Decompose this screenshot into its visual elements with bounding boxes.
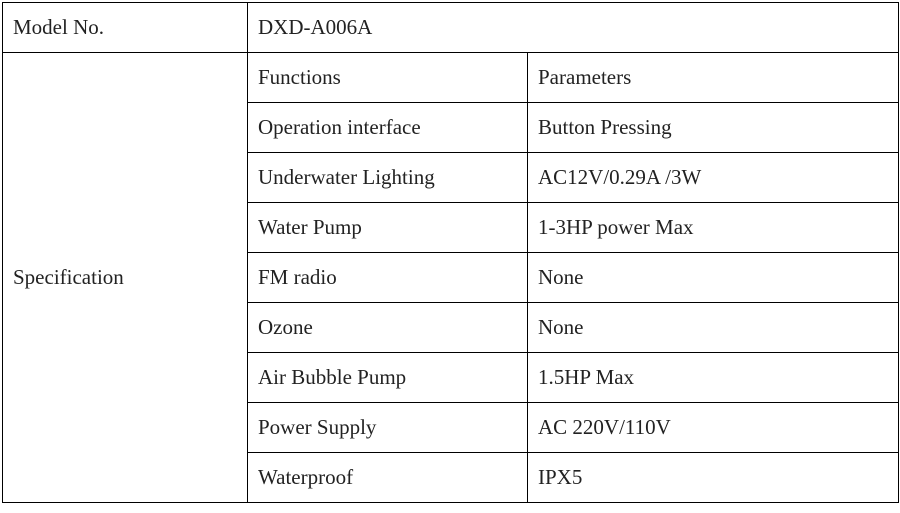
model-value: DXD-A006A — [248, 3, 899, 53]
parameter-cell: None — [528, 303, 899, 353]
function-cell: Ozone — [248, 303, 528, 353]
function-cell: Operation interface — [248, 103, 528, 153]
specification-table: Model No. DXD-A006A Specification Functi… — [2, 2, 899, 503]
parameter-cell: AC 220V/110V — [528, 403, 899, 453]
parameter-cell: Button Pressing — [528, 103, 899, 153]
functions-header: Functions — [248, 53, 528, 103]
parameter-cell: 1.5HP Max — [528, 353, 899, 403]
model-label: Model No. — [3, 3, 248, 53]
spec-header-row: Specification Functions Parameters — [3, 53, 899, 103]
parameters-header: Parameters — [528, 53, 899, 103]
function-cell: Underwater Lighting — [248, 153, 528, 203]
parameter-cell: 1-3HP power Max — [528, 203, 899, 253]
specification-label: Specification — [3, 53, 248, 503]
function-cell: Power Supply — [248, 403, 528, 453]
parameter-cell: IPX5 — [528, 453, 899, 503]
parameter-cell: AC12V/0.29A /3W — [528, 153, 899, 203]
parameter-cell: None — [528, 253, 899, 303]
function-cell: Waterproof — [248, 453, 528, 503]
model-row: Model No. DXD-A006A — [3, 3, 899, 53]
function-cell: Water Pump — [248, 203, 528, 253]
function-cell: Air Bubble Pump — [248, 353, 528, 403]
function-cell: FM radio — [248, 253, 528, 303]
